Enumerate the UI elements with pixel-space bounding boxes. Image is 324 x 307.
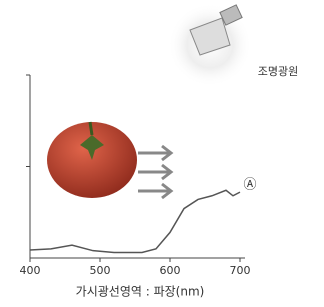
lamp-illustration — [168, 3, 252, 87]
annotation: 조명광원 — [258, 65, 298, 78]
x-tick-label: 400 — [20, 264, 41, 277]
arrows — [138, 146, 171, 198]
data-line — [30, 190, 240, 252]
x-tick-label: 500 — [90, 264, 111, 277]
x-tick-label: 600 — [160, 264, 181, 277]
tomato-illustration — [47, 122, 137, 198]
annotation: Ⓐ — [243, 178, 256, 193]
chart: 가시광선영역 : 파장(nm) 조명광원 Ⓐ 400 500 600 700 — [0, 0, 324, 307]
x-tick-label: 700 — [230, 264, 251, 277]
x-axis-label: 가시광선영역 : 파장(nm) — [76, 285, 205, 299]
